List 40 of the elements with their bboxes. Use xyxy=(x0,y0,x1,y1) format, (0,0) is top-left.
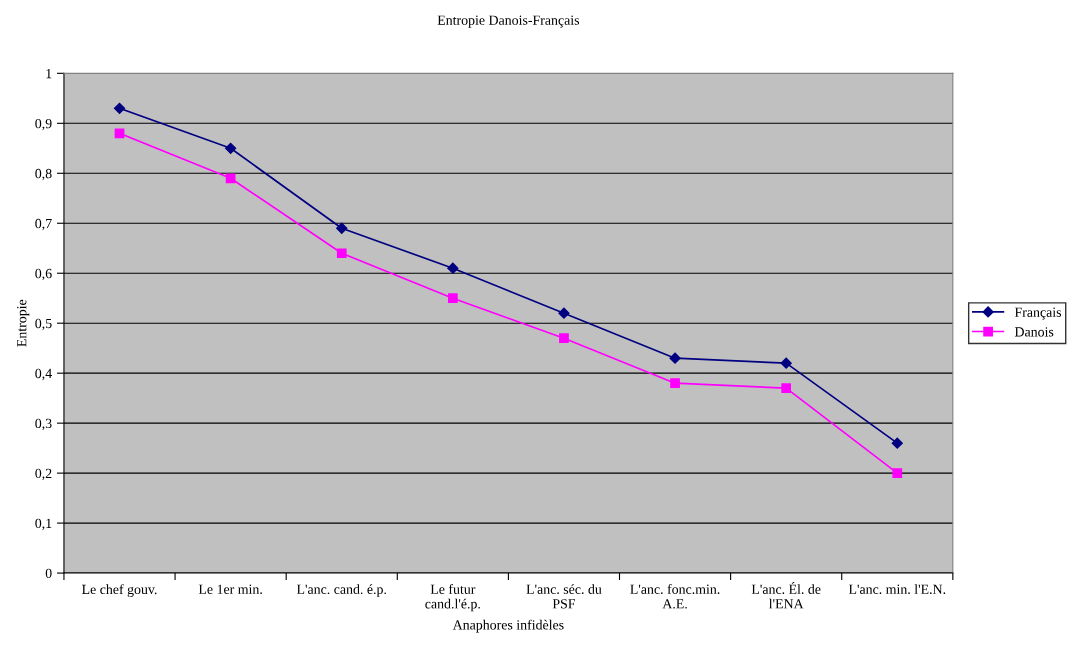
y-tick-label: 0,6 xyxy=(35,268,52,281)
point xyxy=(225,173,236,184)
y-tick-label: 0,3 xyxy=(35,418,52,431)
x-tick-label: Le futur cand.l'é.p. xyxy=(425,584,480,612)
legend-label: Danois xyxy=(1014,327,1054,337)
y-tick-label: 0,9 xyxy=(35,118,52,131)
point xyxy=(781,383,792,394)
point xyxy=(336,248,347,259)
y-tick-label: 0,7 xyxy=(35,218,52,231)
x-tick-label: L'anc. cand. é.p. xyxy=(296,584,387,597)
x-tick-label: Le chef gouv. xyxy=(81,584,157,597)
point xyxy=(225,142,237,154)
x-tick-label: L'anc. min. l'E.N. xyxy=(848,584,946,595)
y-tick-label: 0,1 xyxy=(35,518,52,531)
legend-label: Français xyxy=(1014,307,1062,320)
point xyxy=(447,293,458,304)
y-tick-label: 0,2 xyxy=(35,468,52,481)
x-tick-label: L'anc. séc. du PSF xyxy=(526,584,602,609)
point xyxy=(336,222,348,234)
y-tick-label: 0,5 xyxy=(35,318,52,331)
y-tick-label: 0 xyxy=(45,568,52,579)
y-tick-label: 0,4 xyxy=(35,368,52,381)
point xyxy=(669,352,681,364)
point xyxy=(670,378,680,389)
point xyxy=(780,357,792,369)
chart-title: Entropie Danois-Français xyxy=(437,15,580,28)
point xyxy=(891,437,903,449)
point xyxy=(892,468,903,478)
point xyxy=(559,333,569,344)
y-tick-label: 0,8 xyxy=(35,168,52,181)
y-tick-label: 1 xyxy=(46,68,52,79)
point xyxy=(114,128,125,139)
y-axis-title: Entropie xyxy=(17,299,30,347)
point xyxy=(447,262,459,274)
x-tick-label: L'anc. Él. de l'ENA xyxy=(751,581,821,609)
x-tick-label: Le 1er min. xyxy=(198,584,262,595)
x-tick-label: L'anc. fonc.min. A.E. xyxy=(630,584,720,609)
point xyxy=(113,102,126,114)
x-axis-title: Anaphores infidèles xyxy=(452,619,564,633)
point xyxy=(558,307,570,319)
